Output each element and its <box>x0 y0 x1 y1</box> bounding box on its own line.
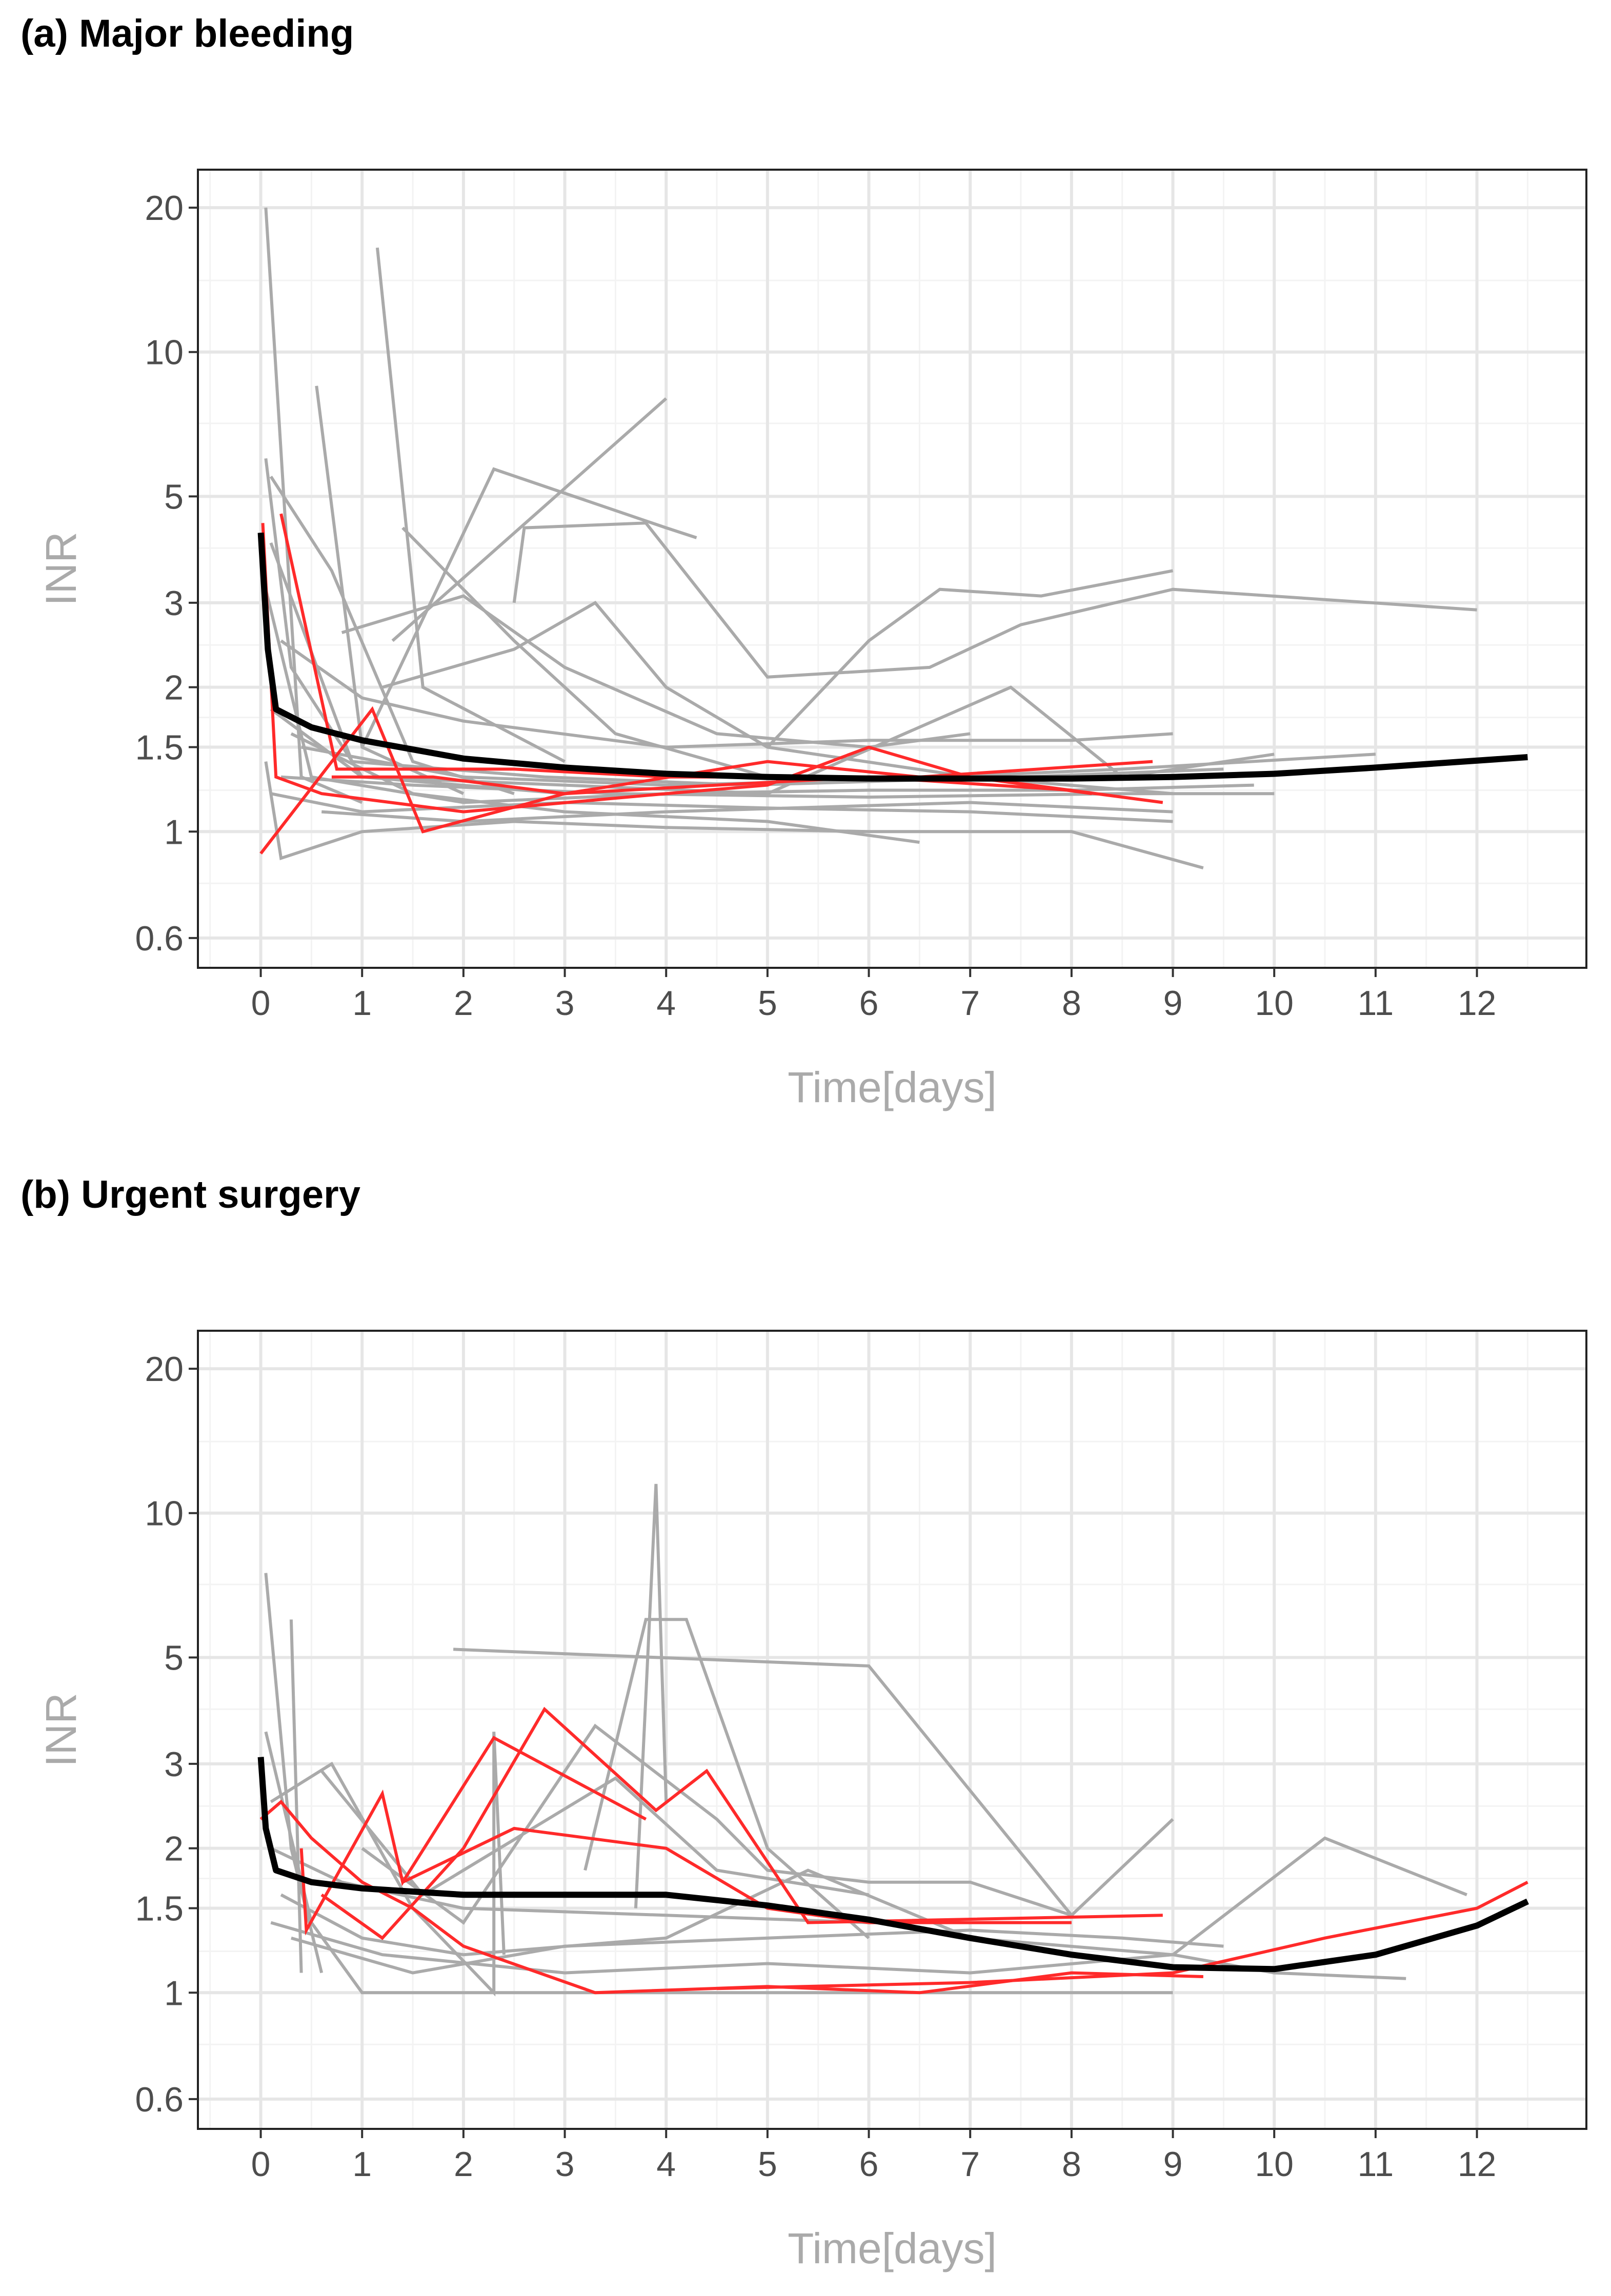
x-tick-label: 0 <box>251 984 271 1023</box>
highlighted-series-line <box>261 523 1163 814</box>
y-tick-label: 2 <box>164 1830 184 1868</box>
y-tick-label: 3 <box>164 1745 184 1784</box>
x-tick-label: 7 <box>960 984 980 1023</box>
x-tick-label: 7 <box>960 2145 980 2184</box>
y-tick-label: 5 <box>164 1638 184 1677</box>
individual-series-line <box>512 521 1477 679</box>
individual-series-line <box>381 601 1173 796</box>
x-tick-label: 10 <box>1255 2145 1294 2184</box>
individual-series-line <box>264 1573 324 1974</box>
y-tick-label: 1 <box>164 812 184 851</box>
y-tick-label: 20 <box>145 1350 184 1389</box>
y-tick-label: 5 <box>164 477 184 516</box>
individual-series-line <box>270 792 1173 823</box>
x-tick-label: 5 <box>758 984 777 1023</box>
x-axis-title: Time[days] <box>788 1063 997 1111</box>
individual-series-line <box>289 1619 303 1973</box>
individual-series-line <box>766 569 1174 748</box>
x-tick-label: 4 <box>656 2145 676 2184</box>
highlighted-series-line <box>716 1881 1528 1990</box>
y-tick-label: 1.5 <box>135 1889 184 1928</box>
x-tick-label: 12 <box>1458 2145 1497 2184</box>
individual-series-line <box>1172 1836 1467 1956</box>
individual-series-line <box>290 732 920 844</box>
plot-border <box>197 1330 1587 2130</box>
x-tick-label: 5 <box>758 2145 777 2184</box>
x-tick-label: 10 <box>1255 984 1294 1023</box>
individual-series-line <box>583 1618 870 1939</box>
individual-series-line <box>321 801 1173 823</box>
x-tick-label: 9 <box>1163 984 1183 1023</box>
x-tick-label: 4 <box>656 984 676 1023</box>
x-tick-label: 3 <box>555 984 575 1023</box>
x-tick-label: 1 <box>352 2145 372 2184</box>
panel-a-title: (a) Major bleeding <box>21 12 354 55</box>
individual-series-line <box>634 1484 668 1908</box>
x-tick-label: 2 <box>454 984 473 1023</box>
individual-series-line <box>341 594 971 749</box>
individual-series-line <box>280 639 1173 749</box>
individual-series-line <box>361 1723 1072 1925</box>
y-axis-title: INR <box>37 1693 85 1767</box>
y-tick-label: 0.6 <box>135 2080 184 2119</box>
y-tick-label: 10 <box>145 333 184 372</box>
x-tick-label: 6 <box>859 984 879 1023</box>
highlighted-series-line <box>259 1799 1203 1995</box>
individual-series-line <box>291 1928 1224 1975</box>
y-tick-label: 0.6 <box>135 919 184 958</box>
plot-border <box>197 169 1587 969</box>
individual-series-line <box>320 1770 869 1897</box>
panel-b-title: (b) Urgent surgery <box>21 1173 360 1216</box>
x-tick-label: 11 <box>1358 984 1394 1023</box>
y-tick-label: 1 <box>164 1974 184 2013</box>
y-axis-title: INR <box>37 532 85 606</box>
x-tick-label: 2 <box>454 2145 473 2184</box>
y-tick-label: 20 <box>145 189 184 228</box>
x-tick-label: 1 <box>352 984 372 1023</box>
x-tick-label: 11 <box>1358 2145 1394 2184</box>
x-tick-label: 9 <box>1163 2145 1183 2184</box>
individual-series-line <box>280 775 1275 799</box>
trend-line <box>257 1757 1529 1973</box>
x-tick-label: 12 <box>1458 984 1497 1023</box>
highlighted-series-line <box>401 1826 1072 1924</box>
highlighted-series-line <box>320 1706 1163 1940</box>
x-tick-label: 6 <box>859 2145 879 2184</box>
y-tick-label: 1.5 <box>135 728 184 767</box>
individual-series-line <box>375 247 566 763</box>
x-tick-label: 8 <box>1062 984 1081 1023</box>
y-tick-label: 3 <box>164 584 184 623</box>
x-tick-label: 3 <box>555 2145 575 2184</box>
y-tick-label: 10 <box>145 1494 184 1533</box>
trend-line <box>257 532 1528 782</box>
individual-series-line <box>391 397 668 642</box>
individual-series-line <box>264 1731 1173 1995</box>
y-tick-label: 2 <box>164 668 184 707</box>
individual-series-line <box>264 761 1204 869</box>
x-tick-label: 0 <box>251 2145 271 2184</box>
individual-series-line <box>270 1732 506 1997</box>
x-axis-title: Time[days] <box>788 2224 997 2272</box>
x-tick-label: 8 <box>1062 2145 1081 2184</box>
individual-series-line <box>401 526 768 779</box>
